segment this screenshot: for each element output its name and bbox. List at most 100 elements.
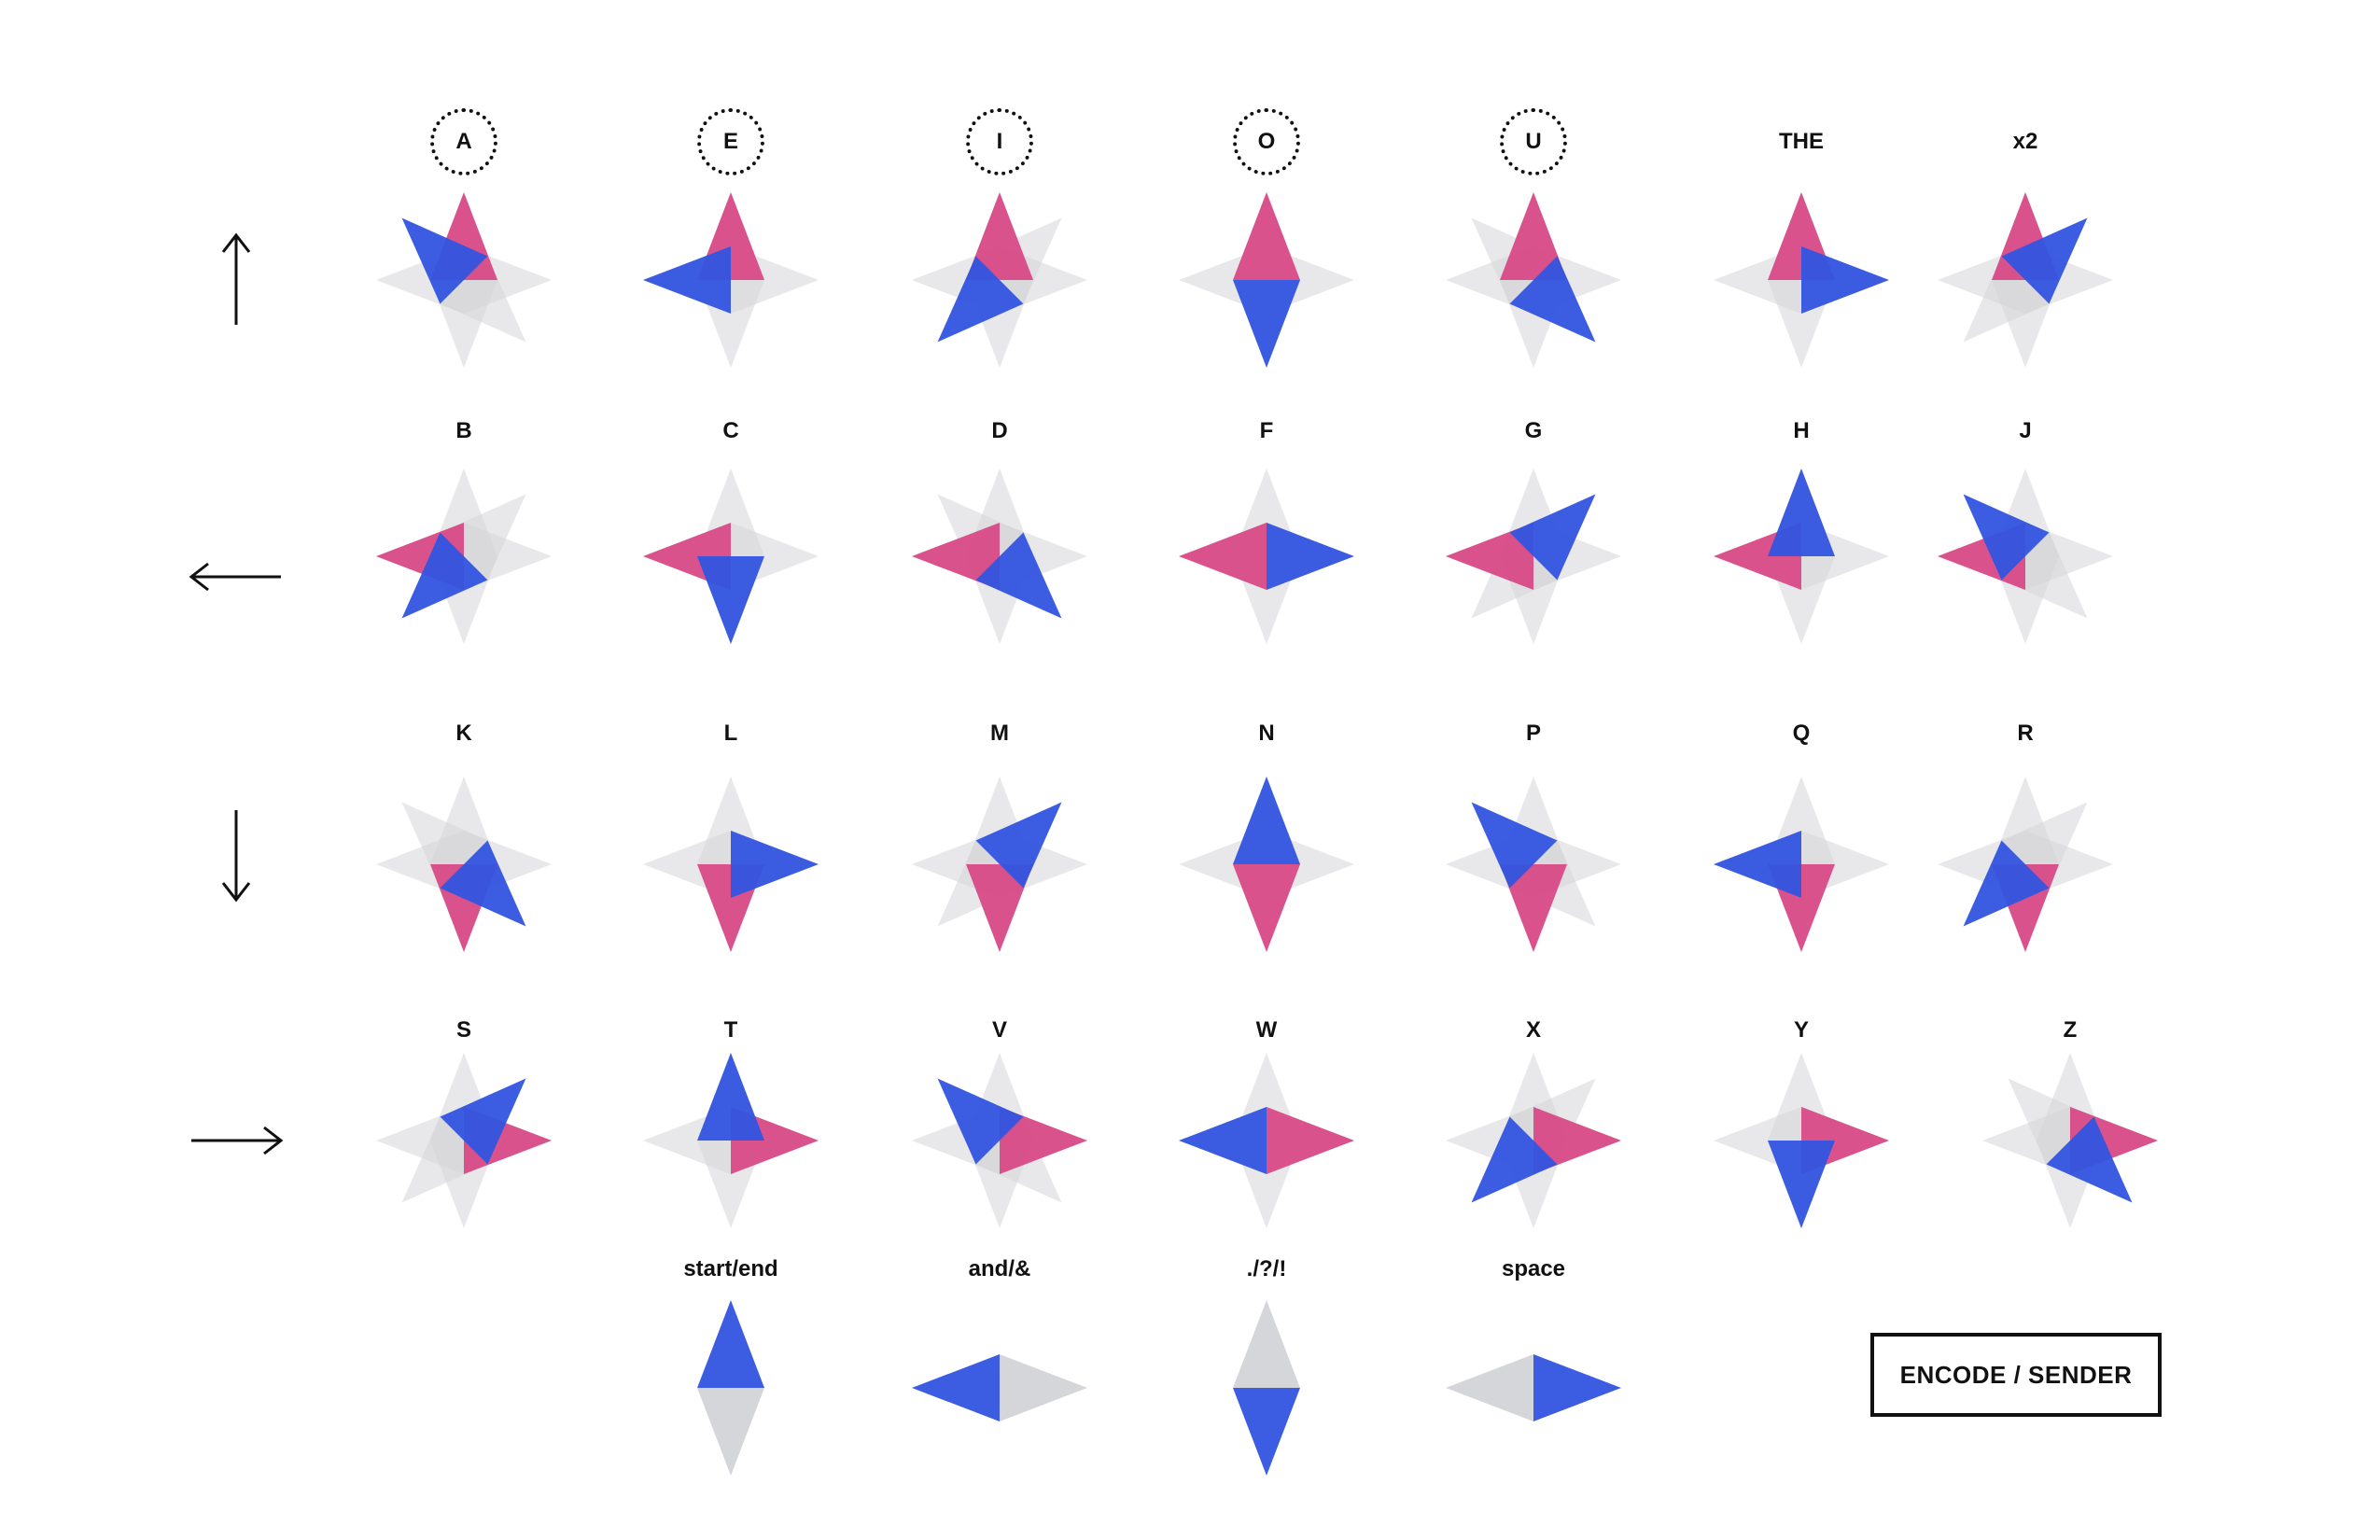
left-flag <box>1446 523 1533 590</box>
glyph-and <box>912 1354 1087 1421</box>
glyph-label: x2 <box>2012 129 2038 154</box>
glyph-label: C <box>722 418 739 443</box>
arrow-stroke <box>189 562 281 592</box>
right-flag <box>1471 1116 1558 1203</box>
glyph-label: V <box>991 1017 1008 1043</box>
glyph-label: W <box>1255 1017 1278 1043</box>
glyph-label: P <box>1525 721 1542 746</box>
right-flag <box>1179 1107 1267 1174</box>
right-flag <box>2046 1116 2133 1203</box>
right-flag <box>1509 494 1596 581</box>
left-flag <box>1533 1107 1621 1174</box>
glyph-label: J <box>2019 418 2032 443</box>
glyph-start-end <box>697 1300 764 1476</box>
glyph-b <box>376 469 552 644</box>
glyph-r <box>1938 777 2113 952</box>
vowel-ring <box>966 108 1033 175</box>
left-flag <box>1500 192 1567 280</box>
glyph-label: H <box>1793 418 1810 443</box>
glyph-c <box>643 469 819 644</box>
glyph-label: THE <box>1779 129 1824 154</box>
glyph-x2 <box>1938 192 2113 368</box>
encode-sender-button[interactable]: ENCODE / SENDER <box>1870 1333 2162 1417</box>
right-flag <box>731 831 819 898</box>
arrow-stroke <box>191 1126 284 1155</box>
glyph-e <box>643 192 819 368</box>
arrow-stroke <box>221 232 251 325</box>
right-flag <box>697 1300 764 1388</box>
glyph-q <box>1714 777 1889 952</box>
right-flag <box>975 802 1062 889</box>
glyph-the <box>1714 192 1889 368</box>
glyph-s <box>376 1053 552 1228</box>
right-arrow-icon <box>191 1126 284 1155</box>
glyph-label: ./?/! <box>1246 1256 1287 1281</box>
glyph-label: B <box>455 418 472 443</box>
glyph-label: S <box>455 1017 472 1043</box>
right-flag <box>1233 777 1300 864</box>
glyph-label: Z <box>2063 1017 2078 1043</box>
left-flag <box>1233 1300 1300 1388</box>
right-flag <box>1714 831 1801 898</box>
right-flag <box>1963 840 2050 927</box>
right-flag <box>1963 494 2050 581</box>
ghost-flag-ne <box>2001 802 2088 889</box>
left-flag <box>1233 192 1300 280</box>
ghost-flag-nw <box>2008 1078 2094 1165</box>
glyph-k <box>376 777 552 952</box>
glyph-label: D <box>991 418 1008 443</box>
glyph-v <box>912 1053 1087 1228</box>
vowel-ring <box>430 108 497 175</box>
glyph-label: N <box>1258 721 1275 746</box>
right-flag <box>440 840 526 927</box>
left-flag <box>966 864 1033 952</box>
glyph-i <box>912 192 1087 368</box>
right-flag <box>937 1078 1024 1165</box>
glyph-w <box>1179 1053 1354 1228</box>
right-flag <box>1768 1141 1835 1228</box>
glyph-label: space <box>1501 1256 1566 1281</box>
glyph-m <box>912 777 1087 952</box>
ghost-flag-ne <box>440 494 526 581</box>
glyph-label: E <box>722 129 739 154</box>
right-flag <box>1509 256 1596 343</box>
vowel-ring <box>1233 108 1300 175</box>
glyph-label: F <box>1259 418 1274 443</box>
ghost-flag-se <box>2001 532 2088 619</box>
right-flag <box>1471 802 1558 889</box>
left-flag <box>1233 864 1300 952</box>
glyph-t <box>643 1053 819 1228</box>
left-flag <box>1000 1354 1087 1421</box>
right-flag <box>440 1078 526 1165</box>
glyph-label: O <box>1257 129 1276 154</box>
glyph-label: I <box>996 129 1003 154</box>
left-flag <box>1179 523 1267 590</box>
left-flag <box>912 523 1000 590</box>
glyph-a <box>376 192 552 368</box>
arrow-stroke <box>221 810 251 903</box>
glyph-l <box>643 777 819 952</box>
glyph-label: L <box>723 721 738 746</box>
glyph-n <box>1179 777 1354 952</box>
right-flag <box>1801 246 1889 314</box>
ghost-flag-sw <box>401 1116 488 1203</box>
left-flag <box>1000 1107 1087 1174</box>
right-flag <box>1233 1388 1300 1476</box>
glyph-sym <box>1233 1300 1300 1476</box>
right-flag <box>1233 280 1300 368</box>
right-flag <box>1768 469 1835 556</box>
glyph-o <box>1179 192 1354 368</box>
left-flag <box>1267 1107 1354 1174</box>
glyph-label: Y <box>1793 1017 1810 1043</box>
right-flag <box>2001 217 2088 304</box>
glyph-label: U <box>1525 129 1542 154</box>
glyph-label: Q <box>1792 721 1811 746</box>
right-flag <box>401 217 488 304</box>
right-flag <box>643 246 731 314</box>
vowel-ring <box>697 108 764 175</box>
glyph-d <box>912 469 1087 644</box>
glyph-label: G <box>1524 418 1543 443</box>
